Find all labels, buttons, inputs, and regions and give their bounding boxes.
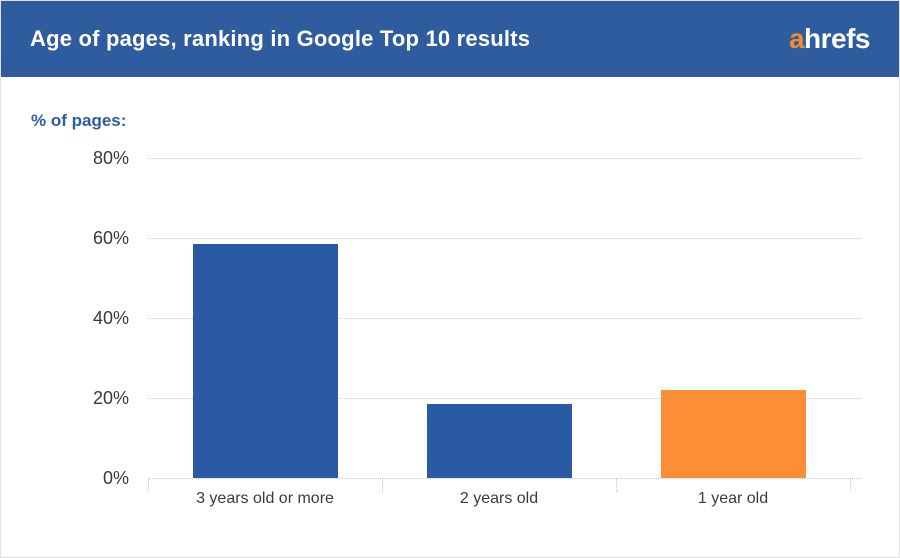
x-axis-tick	[850, 479, 851, 492]
y-tick-label: 40%	[92, 308, 129, 328]
x-axis-tick	[382, 479, 383, 492]
ahrefs-logo: ahrefs	[788, 22, 871, 55]
x-category-label: 2 years old	[459, 490, 539, 507]
ahrefs-logo-text: hrefs	[804, 22, 870, 54]
gridline	[148, 158, 861, 159]
y-axis-title: % of pages:	[31, 111, 127, 130]
gridline	[148, 398, 861, 399]
page-title: Age of pages, ranking in Google Top 10 r…	[30, 25, 531, 51]
y-tick-label: 80%	[92, 148, 129, 168]
x-axis-tick	[148, 479, 149, 492]
bar	[660, 390, 806, 478]
x-category-label: 3 years old or more	[196, 490, 334, 507]
bar	[192, 244, 338, 478]
y-tick-label: 60%	[92, 228, 129, 248]
bar	[426, 404, 572, 478]
ahrefs-logo-accent: a	[788, 22, 805, 54]
y-tick-label: 20%	[92, 388, 129, 408]
gridline	[148, 318, 861, 319]
y-tick-label: 0%	[102, 468, 129, 488]
gridline	[148, 478, 861, 479]
x-axis-tick	[616, 479, 617, 492]
gridline	[148, 238, 861, 239]
header-bar: Age of pages, ranking in Google Top 10 r…	[1, 1, 899, 77]
x-category-label: 1 year old	[697, 490, 769, 507]
